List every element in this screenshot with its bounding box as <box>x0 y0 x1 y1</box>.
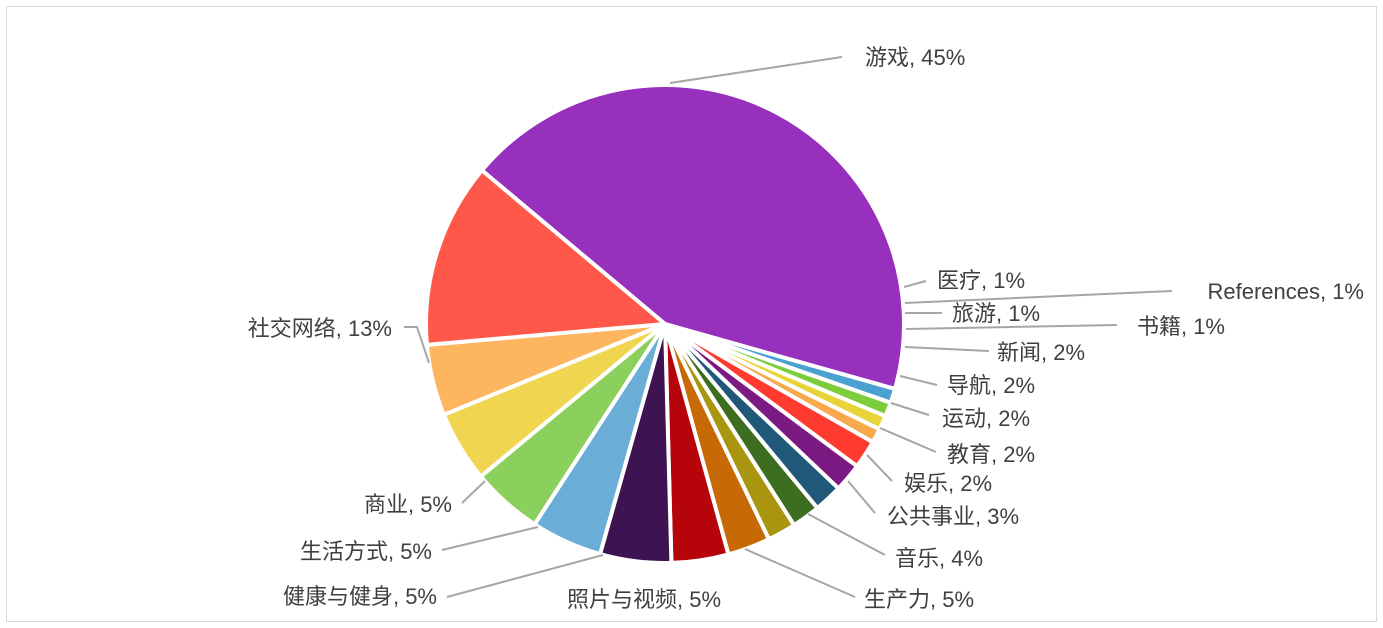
slice-label-2: References, 1% <box>1207 279 1364 304</box>
slice-label-0: 游戏, 45% <box>865 45 965 70</box>
slice-label-14: 健康与健身, 5% <box>283 584 437 609</box>
slice-label-6: 导航, 2% <box>947 373 1035 398</box>
leader-line-2 <box>904 290 1173 304</box>
slice-label-13: 照片与视频, 5% <box>567 587 721 612</box>
leader-line-12 <box>744 548 856 598</box>
slice-label-1: 医疗, 1% <box>937 268 1025 293</box>
slice-label-15: 生活方式, 5% <box>300 539 432 564</box>
leader-line-7 <box>890 402 930 416</box>
leader-line-1 <box>903 280 927 288</box>
slice-label-5: 新闻, 2% <box>997 340 1085 365</box>
slice-label-11: 音乐, 4% <box>895 546 983 571</box>
leader-line-5 <box>904 346 990 352</box>
slice-label-9: 娱乐, 2% <box>904 471 992 496</box>
pie-slices <box>424 83 906 565</box>
leader-line-14 <box>446 554 604 598</box>
leader-line-9 <box>866 454 893 482</box>
leader-lines <box>404 56 1173 598</box>
leader-line-17 <box>404 326 430 364</box>
leader-line-8 <box>879 427 937 453</box>
slice-label-3: 旅游, 1% <box>952 301 1040 326</box>
leader-line-16 <box>461 480 486 504</box>
leader-line-0 <box>669 56 843 84</box>
leader-line-11 <box>807 513 886 556</box>
slice-label-7: 运动, 2% <box>942 406 1030 431</box>
slice-label-12: 生产力, 5% <box>864 587 974 612</box>
slice-label-10: 公共事业, 3% <box>887 504 1019 529</box>
chart-frame: 游戏, 45% 医疗, 1% References, 1% 旅游, 1% 书籍, 1% 新… <box>6 6 1377 622</box>
pie-slice-0 <box>479 83 906 391</box>
leader-line-4 <box>905 324 1118 330</box>
slice-label-16: 商业, 5% <box>364 492 452 517</box>
slice-label-8: 教育, 2% <box>947 442 1035 467</box>
leader-line-10 <box>847 480 876 514</box>
leader-line-6 <box>899 375 938 386</box>
slice-label-17: 社交网络, 13% <box>248 316 392 341</box>
pie-chart: 游戏, 45% 医疗, 1% References, 1% 旅游, 1% 书籍, 1% 新… <box>248 45 1364 612</box>
slice-label-4: 书籍, 1% <box>1137 314 1225 339</box>
slice-labels: 游戏, 45% 医疗, 1% References, 1% 旅游, 1% 书籍, 1% 新… <box>248 45 1364 612</box>
leader-line-15 <box>441 526 539 551</box>
pie-slice-17 <box>424 168 667 347</box>
